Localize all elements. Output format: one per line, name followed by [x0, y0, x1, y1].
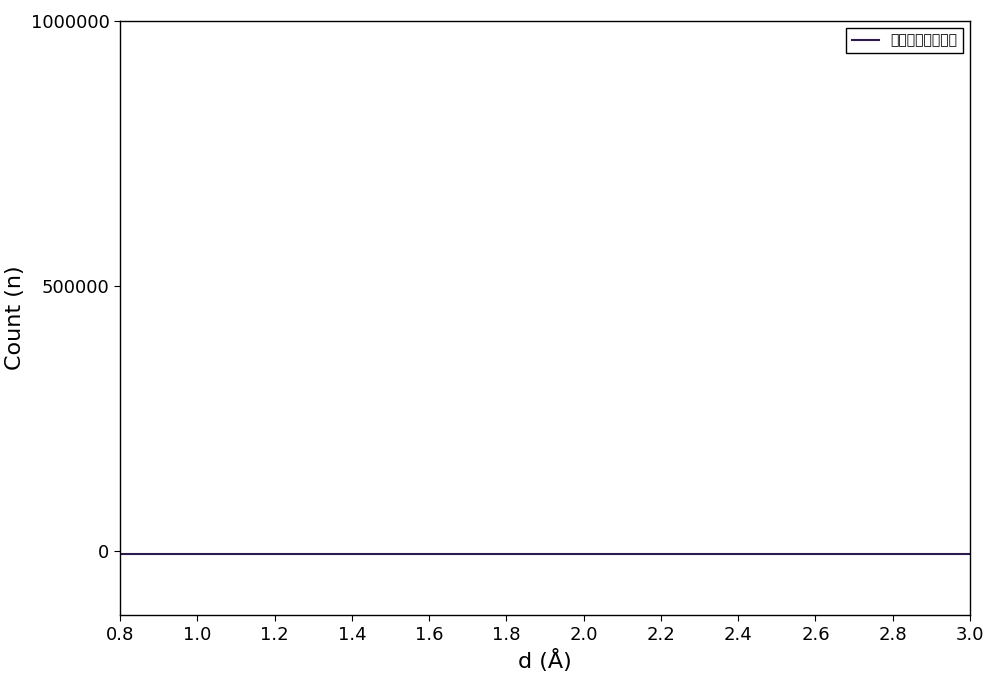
- 相干散射长度为零: [114, 550, 126, 559]
- 相干散射长度为零: [777, 550, 789, 559]
- 相干散射长度为零: [964, 550, 976, 559]
- X-axis label: d (Å): d (Å): [518, 649, 572, 672]
- 相干散射长度为零: [698, 550, 710, 559]
- Y-axis label: Count (n): Count (n): [5, 266, 25, 370]
- Legend: 相干散射长度为零: 相干散射长度为零: [846, 28, 963, 53]
- 相干散射长度为零: [488, 550, 500, 559]
- 相干散射长度为零: [458, 550, 470, 559]
- 相干散射长度为零: [201, 550, 213, 559]
- 相干散射长度为零: [792, 550, 804, 559]
